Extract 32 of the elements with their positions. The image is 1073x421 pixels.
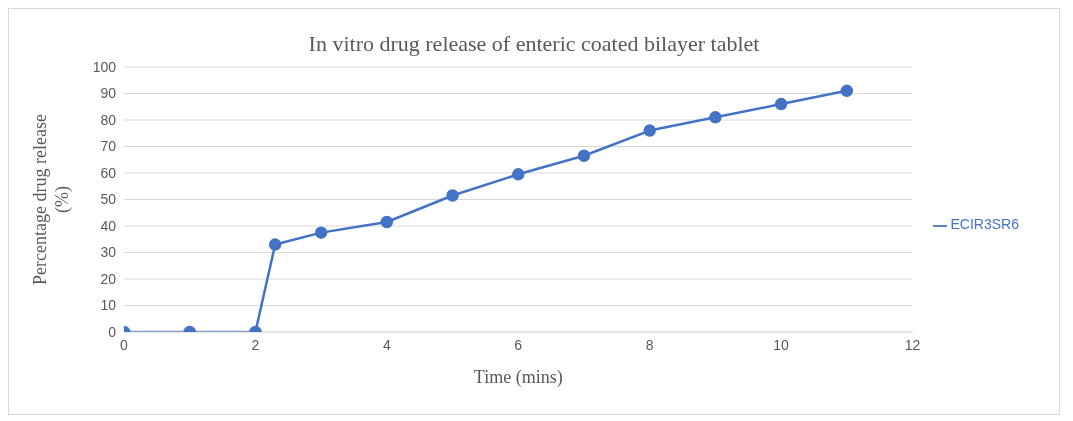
legend-label: ECIR3SR6: [950, 216, 1019, 233]
x-tick-label: 6: [514, 336, 523, 353]
y-tick-label: 50: [100, 191, 117, 208]
chart-title: In vitro drug release of enteric coated bilayer tablet: [307, 31, 761, 57]
x-axis-title: Time (mins): [473, 366, 563, 388]
x-tick-label: 10: [773, 336, 790, 353]
point: [577, 149, 591, 163]
y-tick-label: 0: [108, 323, 117, 340]
point: [709, 111, 722, 124]
y-tick-label: 70: [100, 138, 117, 155]
x-tick-label: 0: [120, 336, 129, 353]
y-tick-label: 10: [100, 297, 117, 314]
y-tick-label: 30: [100, 244, 117, 261]
point: [512, 168, 525, 181]
y-tick-label: 60: [100, 164, 117, 181]
x-tick-label: 2: [251, 336, 260, 353]
point: [643, 124, 656, 137]
point: [380, 215, 394, 229]
x-tick-label: 8: [645, 336, 654, 353]
y-tick-label: 80: [100, 111, 117, 128]
y-axis-title: Percentage drug release (%): [30, 114, 73, 285]
y-tick-label: 40: [100, 217, 117, 234]
point: [774, 97, 788, 111]
y-tick-label: 100: [92, 58, 117, 75]
x-tick-label: 4: [382, 336, 391, 353]
y-tick-label: 20: [100, 270, 117, 287]
point: [840, 84, 854, 98]
x-tick-label: 12: [904, 336, 921, 353]
point: [314, 226, 328, 239]
y-tick-label: 90: [100, 85, 117, 102]
point: [446, 189, 459, 202]
point: [268, 238, 282, 251]
